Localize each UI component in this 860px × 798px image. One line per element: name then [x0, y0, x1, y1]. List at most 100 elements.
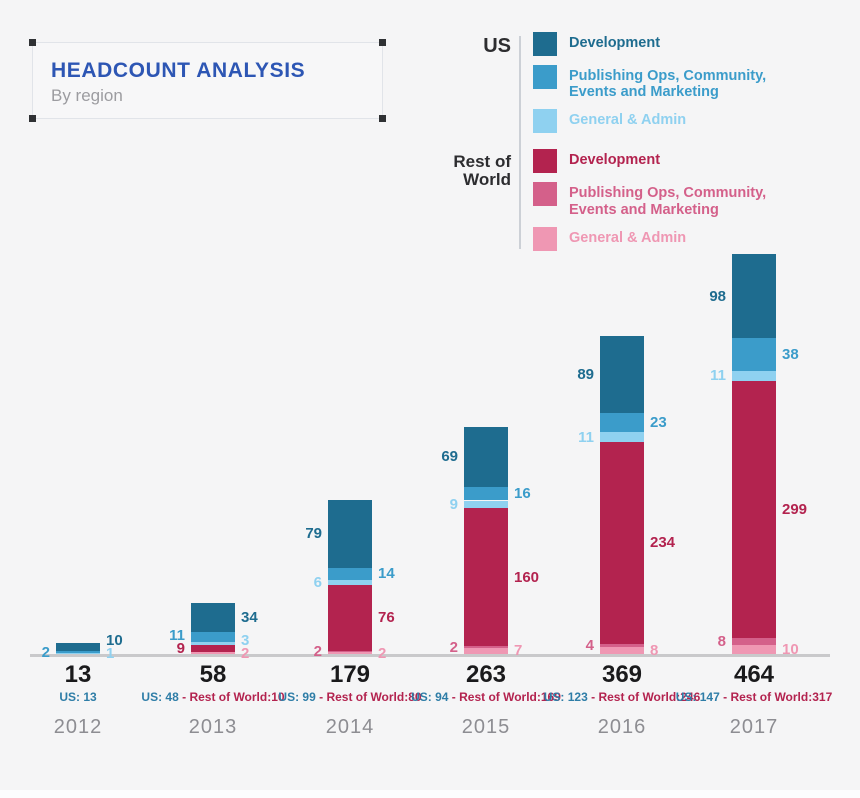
bar-segment-2014-us-general-admin — [328, 579, 372, 585]
total-headcount: 369 — [601, 661, 643, 688]
bar-segment-2012-us-development — [56, 642, 100, 652]
bar-segment-2014-rest-of-world-general-admin — [328, 652, 372, 654]
bar-segment-2016-us-general-admin — [600, 432, 644, 442]
total-headcount: 179 — [329, 661, 371, 688]
bar-value-label: 234 — [650, 534, 676, 552]
legend-swatch-icon — [533, 149, 557, 174]
bar-segment-2017-rest-of-world-general-admin — [732, 645, 776, 654]
resize-handle-top-right[interactable] — [379, 39, 386, 46]
bar-segment-2015-us-publishing-ops-community-events-and-marketing — [464, 486, 508, 501]
legend: US Development Publishing Ops, Community, … — [443, 32, 853, 251]
total-headcount: 58 — [199, 661, 227, 688]
bar-value-label: 14 — [378, 565, 395, 583]
legend-label: Publishing Ops, Community, Events and Ma… — [569, 68, 767, 101]
us-count-label: US: 94 — [411, 690, 449, 705]
bar-segment-2017-us-publishing-ops-community-events-and-marketing — [732, 338, 776, 372]
bar-segment-2014-rest-of-world-development — [328, 585, 372, 651]
bar-value-label: 38 — [782, 346, 799, 364]
legend-group-rest-of-world: Rest of World Development Publishing Ops, … — [443, 149, 853, 251]
bar-value-label: 9 — [449, 495, 458, 513]
bar-segment-2015-rest-of-world-publishing-ops-community-events-and-marketing — [464, 646, 508, 648]
resize-handle-bottom-right[interactable] — [379, 115, 386, 122]
bar-segment-2013-us-general-admin — [191, 641, 235, 645]
bar-segment-2012-us-publishing-ops-community-events-and-marketing — [56, 651, 100, 653]
legend-item: General & Admin — [533, 109, 766, 134]
legend-group-us: US Development Publishing Ops, Community, … — [443, 32, 853, 134]
bar-value-label: 4 — [585, 636, 594, 654]
rest-of-world-count-label: - Rest of World:169 — [448, 690, 561, 705]
bottom-strip — [0, 790, 860, 798]
us-count-label: US: 147 — [675, 690, 720, 705]
total-headcount: 263 — [465, 661, 507, 688]
footer-2013: 58 US: 48 - Rest of World:10 2013 — [123, 662, 303, 739]
bar-segment-2013-rest-of-world-development — [191, 644, 235, 653]
bar-value-label: 8 — [717, 633, 726, 651]
footer-2017: 464 US: 147 - Rest of World:317 2017 — [664, 662, 844, 739]
total-headcount: 464 — [733, 661, 775, 688]
bar-value-label: 69 — [441, 448, 458, 466]
bar-segment-2015-rest-of-world-development — [464, 508, 508, 647]
legend-swatch-icon — [533, 226, 557, 251]
rest-of-world-count-label: - Rest of World:10 — [178, 690, 285, 705]
legend-label: Publishing Ops, Community, Events and Ma… — [569, 185, 767, 218]
region-breakdown-label: US: 147 - Rest of World:317 — [664, 690, 844, 704]
footer-2014: 179 US: 99 - Rest of World:80 2014 — [260, 662, 440, 739]
bar-segment-2015-us-general-admin — [464, 500, 508, 509]
bar-segment-2017-us-development — [732, 253, 776, 339]
legend-header-us: US — [483, 35, 511, 57]
legend-swatch-icon — [533, 65, 557, 89]
bar-value-label: 23 — [650, 413, 667, 431]
bar-value-label: 10 — [782, 641, 799, 659]
us-count-label: US: 13 — [59, 690, 97, 705]
resize-handle-bottom-left[interactable] — [29, 115, 36, 122]
bar-value-label: 11 — [578, 428, 594, 446]
legend-divider — [519, 36, 521, 249]
legend-label: Development — [569, 35, 661, 51]
resize-handle-top-left[interactable] — [29, 39, 36, 46]
legend-item: Publishing Ops, Community, Events and Ma… — [533, 65, 766, 100]
year-label: 2012 — [53, 716, 103, 739]
legend-items-rest-of-world: Development Publishing Ops, Community, Ev… — [533, 149, 767, 251]
bar-segment-2016-us-publishing-ops-community-events-and-marketing — [600, 412, 644, 433]
bar-value-label: 160 — [514, 568, 540, 586]
bar-value-label: 7 — [514, 642, 523, 660]
region-breakdown-label: US: 13 — [0, 690, 168, 704]
total-headcount: 13 — [64, 661, 92, 688]
bar-segment-2012-us-general-admin — [56, 653, 100, 654]
bar-segment-2016-us-development — [600, 335, 644, 413]
bar-value-label: 2 — [313, 642, 322, 660]
legend-swatch-icon — [533, 109, 557, 134]
bar-value-label: 79 — [305, 525, 322, 543]
bar-value-label: 11 — [710, 367, 726, 385]
page-subtitle: By region — [51, 86, 123, 105]
legend-label: Development — [569, 152, 661, 169]
bar-value-label: 2 — [41, 643, 50, 661]
bar-value-label: 6 — [313, 573, 322, 591]
bar-segment-2014-us-publishing-ops-community-events-and-marketing — [328, 567, 372, 580]
bar-value-label: 2 — [449, 638, 458, 656]
bar-value-label: 10 — [106, 632, 123, 649]
bar-segment-2016-rest-of-world-general-admin — [600, 647, 644, 654]
bar-value-label: 2 — [241, 644, 250, 662]
us-count-label: US: 99 — [278, 690, 316, 705]
rest-of-world-count-label: - Rest of World:246 — [587, 690, 701, 705]
title-card[interactable]: HEADCOUNT ANALYSIS By region — [29, 39, 386, 122]
bar-segment-2013-us-development — [191, 603, 235, 633]
bar-segment-2014-us-development — [328, 499, 372, 568]
legend-item: Development — [533, 32, 766, 56]
us-count-label: US: 48 — [141, 690, 179, 705]
bar-segment-2016-rest-of-world-publishing-ops-community-events-and-marketing — [600, 643, 644, 648]
legend-label: General & Admin — [569, 112, 687, 129]
region-breakdown-label: US: 123 - Rest of World:246 — [532, 690, 712, 704]
bar-segment-2014-rest-of-world-publishing-ops-community-events-and-marketing — [328, 650, 372, 653]
bar-value-label: 76 — [378, 609, 395, 627]
rest-of-world-count-label: - Rest of World:317 — [719, 690, 833, 705]
bar-segment-2016-rest-of-world-development — [600, 441, 644, 644]
bar-value-label: 8 — [650, 642, 659, 660]
year-label: 2015 — [461, 716, 511, 739]
footer-2016: 369 US: 123 - Rest of World:246 2016 — [532, 662, 712, 739]
bar-value-label: 89 — [577, 365, 594, 383]
rest-of-world-count-label: - Rest of World:80 — [315, 690, 422, 705]
year-label: 2014 — [325, 716, 375, 739]
